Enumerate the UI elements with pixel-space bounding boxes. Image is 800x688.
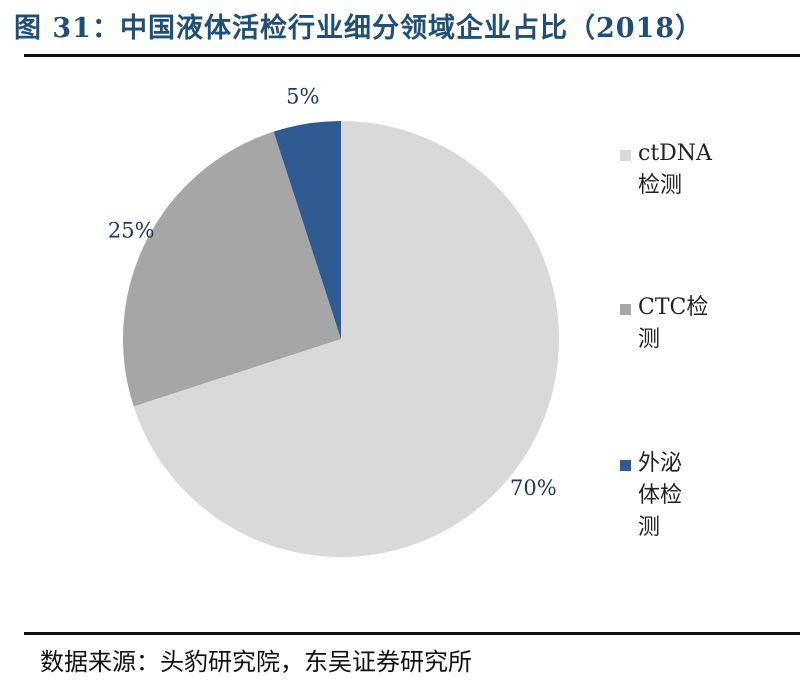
pie-slices [122,121,559,557]
legend-label-ctc: CTC检测 [638,295,709,352]
pie-slice-ctc [122,131,341,407]
figure-title: 图 31：中国液体活检行业细分领域企业占比（2018） [14,13,704,44]
data-label-ctdna: 70% [510,476,557,500]
pie-slice-ctdna [133,121,559,557]
legend-item-ctdna: ctDNA检测 [620,138,740,202]
legend-swatch-ctdna [620,150,631,161]
pie-chart: 70% 25% 5% [108,84,559,557]
legend-swatch-ctc [620,304,631,315]
pie-labels: 70% 25% 5% [108,84,557,499]
source-rule [24,632,800,635]
legend-item-ctc: CTC检测 [620,292,740,356]
legend-swatch-exosome [620,460,631,471]
source-note: 数据来源：头豹研究院，东吴证券研究所 [40,648,472,676]
data-label-ctc: 25% [108,219,155,243]
pie-slice-exosome [273,121,341,339]
title-rule [24,54,800,57]
legend-item-exosome: 外泌体检测 [620,448,740,544]
legend-label-exosome: 外泌体检测 [638,451,683,540]
data-label-exosome: 5% [286,84,319,108]
legend-label-ctdna: ctDNA检测 [638,141,712,198]
